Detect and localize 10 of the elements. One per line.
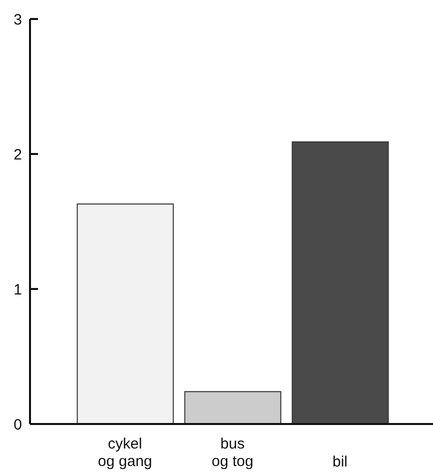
x-tick-label: bil	[332, 454, 348, 471]
y-tick-label: 3	[14, 11, 22, 28]
y-tick-label: 0	[14, 416, 22, 434]
bar	[292, 141, 389, 424]
x-tick-label: bus og tog	[212, 436, 254, 470]
y-tick-label: 2	[14, 146, 22, 164]
bar	[76, 203, 174, 424]
bar	[184, 391, 282, 424]
y-tick-label: 1	[14, 281, 22, 298]
x-tick-label: cykel og gang	[98, 436, 152, 470]
